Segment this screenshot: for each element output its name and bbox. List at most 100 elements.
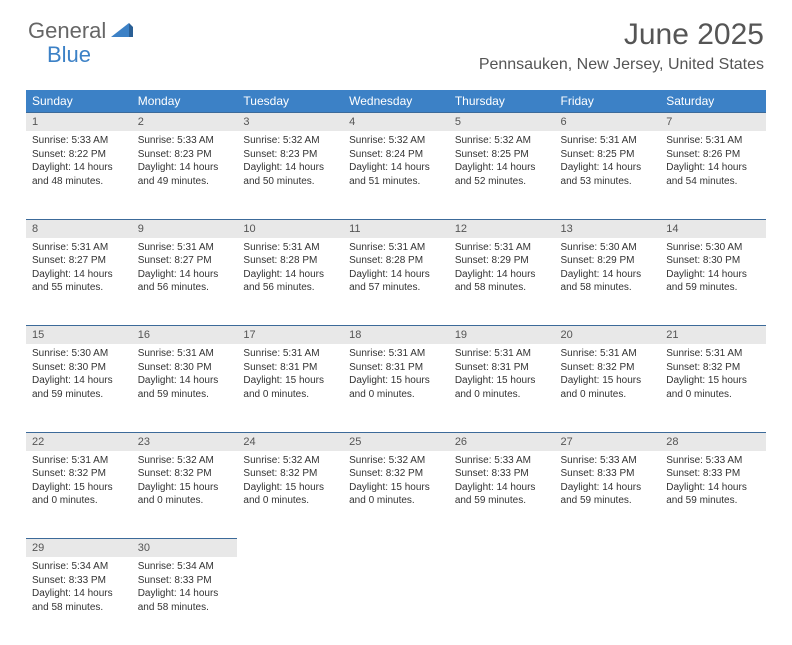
day-number-cell: 30 (132, 539, 238, 558)
daylight-text-1: Daylight: 15 hours (349, 481, 443, 495)
day-number-cell: 5 (449, 113, 555, 132)
day-number-cell: 25 (343, 432, 449, 451)
day-content-cell: Sunrise: 5:33 AMSunset: 8:33 PMDaylight:… (449, 451, 555, 539)
daylight-text-2: and 59 minutes. (561, 494, 655, 508)
day-content-cell: Sunrise: 5:31 AMSunset: 8:27 PMDaylight:… (132, 238, 238, 326)
day-content-cell: Sunrise: 5:30 AMSunset: 8:29 PMDaylight:… (555, 238, 661, 326)
daylight-text-1: Daylight: 15 hours (243, 374, 337, 388)
daylight-text-1: Daylight: 14 hours (243, 161, 337, 175)
daylight-text-1: Daylight: 14 hours (666, 161, 760, 175)
day-content-cell: Sunrise: 5:32 AMSunset: 8:23 PMDaylight:… (237, 131, 343, 219)
sunrise-text: Sunrise: 5:31 AM (455, 347, 549, 361)
day-content-cell: Sunrise: 5:31 AMSunset: 8:32 PMDaylight:… (660, 344, 766, 432)
sunset-text: Sunset: 8:32 PM (349, 467, 443, 481)
sunset-text: Sunset: 8:32 PM (561, 361, 655, 375)
day-number-cell: 27 (555, 432, 661, 451)
day-details: Sunrise: 5:32 AMSunset: 8:32 PMDaylight:… (343, 451, 449, 514)
day-content-cell: Sunrise: 5:32 AMSunset: 8:32 PMDaylight:… (132, 451, 238, 539)
weekday-header-row: Sunday Monday Tuesday Wednesday Thursday… (26, 90, 766, 113)
daylight-text-1: Daylight: 14 hours (32, 161, 126, 175)
daylight-text-1: Daylight: 14 hours (349, 161, 443, 175)
sunset-text: Sunset: 8:31 PM (349, 361, 443, 375)
brand-text-general: General (28, 18, 106, 44)
day-number-cell: 19 (449, 326, 555, 345)
sunset-text: Sunset: 8:33 PM (666, 467, 760, 481)
daynum-row: 2930 (26, 539, 766, 558)
day-number-cell: 14 (660, 219, 766, 238)
day-number-cell: 23 (132, 432, 238, 451)
sunset-text: Sunset: 8:32 PM (243, 467, 337, 481)
daylight-text-1: Daylight: 15 hours (455, 374, 549, 388)
sunset-text: Sunset: 8:30 PM (666, 254, 760, 268)
sunset-text: Sunset: 8:31 PM (243, 361, 337, 375)
content-row: Sunrise: 5:31 AMSunset: 8:27 PMDaylight:… (26, 238, 766, 326)
day-number-cell (449, 539, 555, 558)
day-number-cell: 18 (343, 326, 449, 345)
daylight-text-2: and 0 minutes. (349, 388, 443, 402)
daylight-text-1: Daylight: 14 hours (138, 374, 232, 388)
daylight-text-1: Daylight: 14 hours (349, 268, 443, 282)
page-header: General Blue June 2025 Pennsauken, New J… (0, 0, 792, 80)
daylight-text-2: and 56 minutes. (243, 281, 337, 295)
day-content-cell: Sunrise: 5:31 AMSunset: 8:32 PMDaylight:… (26, 451, 132, 539)
sunrise-text: Sunrise: 5:31 AM (561, 347, 655, 361)
sunrise-text: Sunrise: 5:34 AM (32, 560, 126, 574)
daylight-text-1: Daylight: 15 hours (666, 374, 760, 388)
day-content-cell: Sunrise: 5:34 AMSunset: 8:33 PMDaylight:… (132, 557, 238, 645)
day-details: Sunrise: 5:31 AMSunset: 8:28 PMDaylight:… (343, 238, 449, 301)
weekday-header: Thursday (449, 90, 555, 113)
sunset-text: Sunset: 8:26 PM (666, 148, 760, 162)
sunrise-text: Sunrise: 5:32 AM (349, 454, 443, 468)
sunset-text: Sunset: 8:27 PM (138, 254, 232, 268)
day-content-cell: Sunrise: 5:31 AMSunset: 8:28 PMDaylight:… (343, 238, 449, 326)
day-content-cell: Sunrise: 5:32 AMSunset: 8:25 PMDaylight:… (449, 131, 555, 219)
daylight-text-1: Daylight: 14 hours (455, 268, 549, 282)
sunset-text: Sunset: 8:25 PM (455, 148, 549, 162)
sunset-text: Sunset: 8:29 PM (455, 254, 549, 268)
daylight-text-2: and 0 minutes. (666, 388, 760, 402)
sunset-text: Sunset: 8:33 PM (32, 574, 126, 588)
sunset-text: Sunset: 8:28 PM (243, 254, 337, 268)
daylight-text-2: and 53 minutes. (561, 175, 655, 189)
daylight-text-1: Daylight: 14 hours (666, 268, 760, 282)
day-content-cell: Sunrise: 5:33 AMSunset: 8:33 PMDaylight:… (555, 451, 661, 539)
day-details: Sunrise: 5:31 AMSunset: 8:31 PMDaylight:… (343, 344, 449, 407)
sunset-text: Sunset: 8:25 PM (561, 148, 655, 162)
daylight-text-1: Daylight: 14 hours (32, 374, 126, 388)
sunrise-text: Sunrise: 5:31 AM (455, 241, 549, 255)
weekday-header: Monday (132, 90, 238, 113)
day-number-cell: 12 (449, 219, 555, 238)
day-details: Sunrise: 5:30 AMSunset: 8:30 PMDaylight:… (26, 344, 132, 407)
sunrise-text: Sunrise: 5:31 AM (138, 241, 232, 255)
day-content-cell: Sunrise: 5:31 AMSunset: 8:25 PMDaylight:… (555, 131, 661, 219)
day-number-cell (343, 539, 449, 558)
day-details: Sunrise: 5:31 AMSunset: 8:30 PMDaylight:… (132, 344, 238, 407)
daylight-text-1: Daylight: 14 hours (32, 587, 126, 601)
day-details: Sunrise: 5:32 AMSunset: 8:25 PMDaylight:… (449, 131, 555, 194)
sunrise-text: Sunrise: 5:31 AM (561, 134, 655, 148)
daylight-text-2: and 56 minutes. (138, 281, 232, 295)
sunrise-text: Sunrise: 5:32 AM (243, 454, 337, 468)
day-content-cell: Sunrise: 5:33 AMSunset: 8:33 PMDaylight:… (660, 451, 766, 539)
title-block: June 2025 Pennsauken, New Jersey, United… (479, 18, 764, 74)
weekday-header: Wednesday (343, 90, 449, 113)
calendar-body: 1234567Sunrise: 5:33 AMSunset: 8:22 PMDa… (26, 113, 766, 645)
daylight-text-2: and 52 minutes. (455, 175, 549, 189)
daylight-text-1: Daylight: 15 hours (32, 481, 126, 495)
sunset-text: Sunset: 8:23 PM (138, 148, 232, 162)
daylight-text-2: and 0 minutes. (243, 494, 337, 508)
day-number-cell: 28 (660, 432, 766, 451)
sunrise-text: Sunrise: 5:31 AM (666, 134, 760, 148)
day-content-cell (343, 557, 449, 645)
content-row: Sunrise: 5:34 AMSunset: 8:33 PMDaylight:… (26, 557, 766, 645)
content-row: Sunrise: 5:33 AMSunset: 8:22 PMDaylight:… (26, 131, 766, 219)
content-row: Sunrise: 5:30 AMSunset: 8:30 PMDaylight:… (26, 344, 766, 432)
sunrise-text: Sunrise: 5:31 AM (666, 347, 760, 361)
day-number-cell: 10 (237, 219, 343, 238)
day-details: Sunrise: 5:31 AMSunset: 8:29 PMDaylight:… (449, 238, 555, 301)
sunrise-text: Sunrise: 5:31 AM (349, 347, 443, 361)
daylight-text-1: Daylight: 14 hours (561, 268, 655, 282)
day-content-cell: Sunrise: 5:31 AMSunset: 8:27 PMDaylight:… (26, 238, 132, 326)
daylight-text-2: and 48 minutes. (32, 175, 126, 189)
day-content-cell: Sunrise: 5:31 AMSunset: 8:28 PMDaylight:… (237, 238, 343, 326)
